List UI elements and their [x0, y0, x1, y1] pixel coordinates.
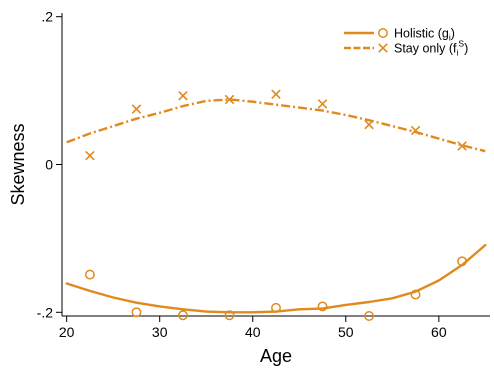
- x-tick-label: 50: [338, 324, 354, 340]
- series-1-point: [224, 94, 235, 105]
- series-0-point: [224, 310, 235, 321]
- series-1-point: [131, 104, 142, 114]
- legend-label-text: Holistic (g: [394, 27, 449, 41]
- series-0-point: [178, 310, 188, 321]
- x-tick-label: 30: [152, 324, 168, 340]
- legend-label-subscript: i: [457, 48, 459, 58]
- legend: Holistic (gi)Stay only (fiS): [344, 27, 468, 58]
- series-0-point: [317, 301, 328, 312]
- y-axis-title: Skewness: [8, 123, 28, 205]
- x-axis-title: Age: [260, 346, 292, 366]
- y-tick-label: -.2: [37, 304, 54, 320]
- series-0-point: [410, 289, 421, 300]
- series-0-point: [84, 269, 95, 280]
- x-tick-label: 20: [59, 324, 75, 340]
- series-1-point: [364, 119, 374, 130]
- axes: 20 30 40 50 60 -.2 0 .2 Age Skewness: [8, 9, 490, 366]
- series-1-point: [317, 99, 328, 109]
- legend-marker-1: [378, 43, 388, 53]
- series-0-point: [131, 307, 142, 318]
- series-0-point: [271, 302, 281, 313]
- series-1-point: [85, 150, 95, 161]
- x-tick-label: 60: [431, 324, 447, 340]
- series-0-point: [457, 256, 468, 267]
- series-0-point: [364, 311, 374, 321]
- series-0-fit-line: [65, 243, 487, 314]
- series-1-point: [271, 89, 281, 100]
- y-tick-label: .2: [41, 9, 53, 25]
- legend-label-suffix: ): [464, 42, 468, 56]
- series-1-point: [410, 125, 421, 136]
- legend-marker-0: [378, 28, 388, 38]
- y-tick-label: 0: [45, 157, 53, 173]
- fit-lines: [65, 98, 487, 314]
- legend-label-subscript: i: [449, 33, 451, 43]
- x-tick-label: 40: [245, 324, 261, 340]
- series-1-point: [178, 91, 188, 101]
- legend-label-suffix: ): [451, 27, 455, 41]
- legend-label-superscript: S: [458, 39, 464, 49]
- legend-label-text: Stay only (f: [394, 42, 457, 56]
- series-1-fit-line: [66, 98, 486, 153]
- legend-label-0: Holistic (gi): [394, 27, 455, 43]
- series-1-point: [457, 141, 467, 151]
- legend-label-1: Stay only (fiS): [394, 39, 468, 58]
- data-markers: [84, 89, 468, 321]
